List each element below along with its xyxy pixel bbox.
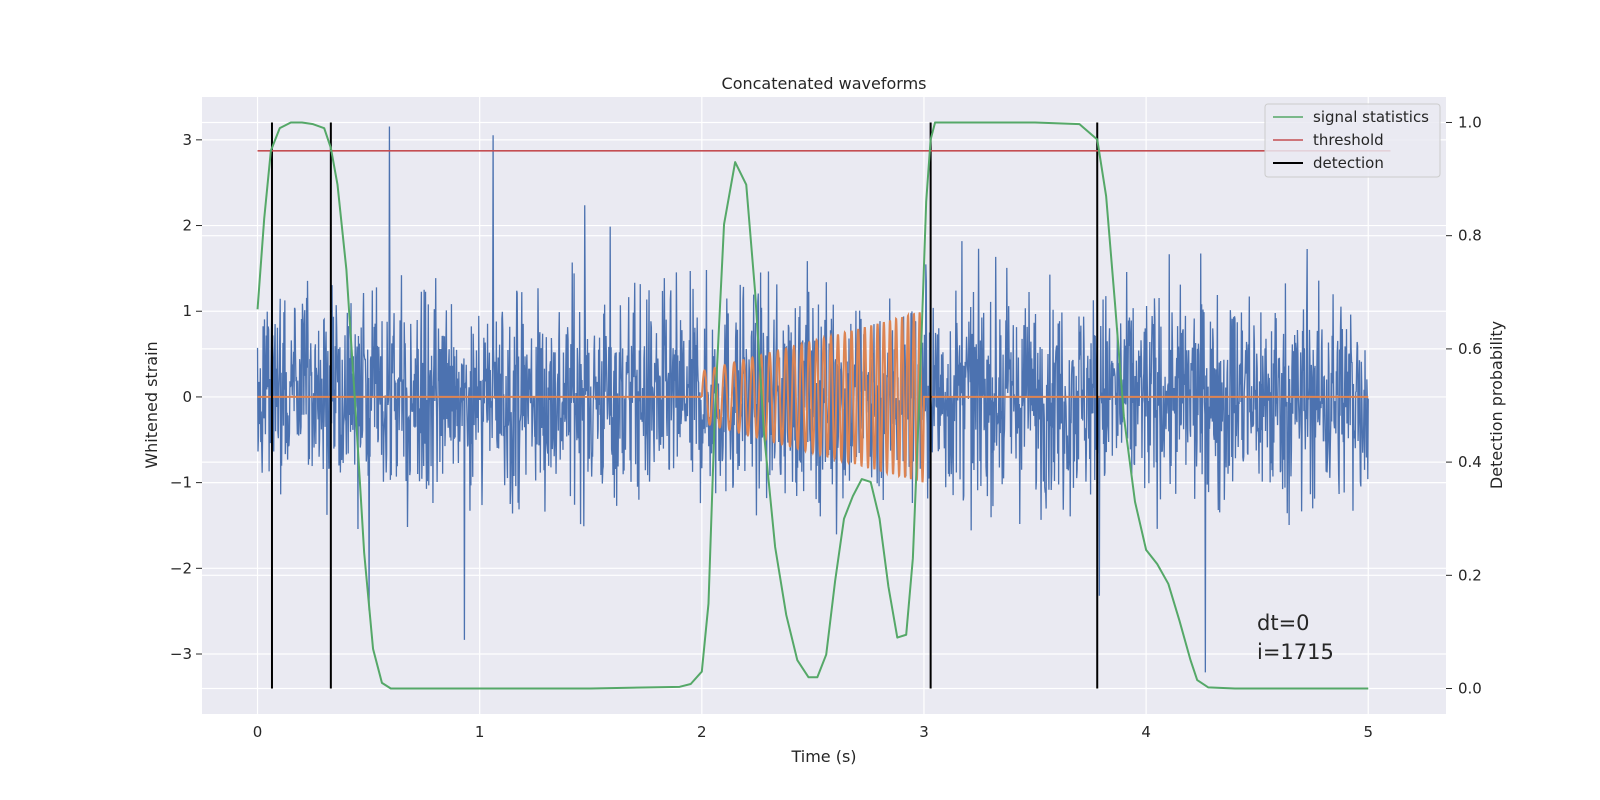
ticks: 0 1 2 3 4 5 −3 −2 −1 0 1 2 3 0.0 0.2 0.4 0.6 0.8 1.0 bbox=[170, 113, 1482, 741]
noise-series bbox=[256, 126, 1369, 673]
y-tick-label: 2 bbox=[182, 217, 192, 235]
x-tick-label: 4 bbox=[1141, 723, 1151, 741]
annotation-index: i=1715 bbox=[1257, 640, 1334, 664]
y2-tick-label: 0.4 bbox=[1458, 453, 1482, 471]
legend-label-detection: detection bbox=[1313, 154, 1384, 172]
x-axis-label: Time (s) bbox=[790, 747, 856, 766]
legend-label-signal-statistics: signal statistics bbox=[1313, 108, 1429, 126]
x-tick-label: 3 bbox=[919, 723, 929, 741]
y-tick-label: −2 bbox=[170, 559, 192, 577]
legend: signal statistics threshold detection bbox=[1264, 103, 1441, 178]
y2-tick-label: 0.8 bbox=[1458, 227, 1482, 245]
x-tick-label: 2 bbox=[697, 723, 707, 741]
injected-signal-trace bbox=[257, 312, 1369, 483]
legend-label-threshold: threshold bbox=[1313, 131, 1384, 149]
x-tick-label: 1 bbox=[475, 723, 485, 741]
y-tick-label: 0 bbox=[182, 388, 192, 406]
y-axis-label: Whitened strain bbox=[142, 341, 161, 468]
signal-statistics-trace bbox=[256, 121, 1369, 690]
x-tick-label: 0 bbox=[253, 723, 263, 741]
injected-signal-series bbox=[257, 312, 1369, 483]
y2-tick-label: 0.2 bbox=[1458, 566, 1482, 584]
noise-trace bbox=[256, 126, 1369, 673]
detection-lines bbox=[270, 122, 1099, 689]
annotation-dt: dt=0 bbox=[1257, 611, 1310, 635]
y-tick-label: −1 bbox=[170, 474, 192, 492]
y2-tick-label: 0.0 bbox=[1458, 680, 1482, 698]
y-tick-label: −3 bbox=[170, 645, 192, 663]
y-tick-label: 3 bbox=[182, 131, 192, 149]
y-tick-label: 1 bbox=[182, 302, 192, 320]
y2-tick-label: 0.6 bbox=[1458, 340, 1482, 358]
y2-axis-label: Detection probability bbox=[1487, 321, 1506, 489]
y2-tick-label: 1.0 bbox=[1458, 113, 1482, 131]
chart-title: Concatenated waveforms bbox=[722, 74, 927, 93]
x-tick-label: 5 bbox=[1363, 723, 1373, 741]
legend-box bbox=[1264, 103, 1441, 178]
signal-statistics-series bbox=[256, 121, 1369, 690]
